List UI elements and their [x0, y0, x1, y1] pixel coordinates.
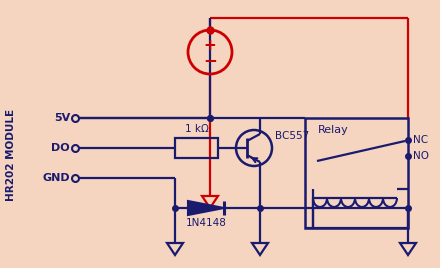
Text: GND: GND — [42, 173, 70, 183]
Text: NO: NO — [413, 151, 429, 161]
Bar — [305, 118, 408, 228]
Text: 1N4148: 1N4148 — [186, 218, 227, 228]
Text: DO: DO — [51, 143, 70, 153]
Text: Relay: Relay — [318, 125, 348, 135]
Polygon shape — [188, 201, 224, 215]
Text: HR202 MODULE: HR202 MODULE — [6, 109, 16, 201]
Text: +: + — [204, 38, 216, 53]
Bar — [175, 138, 218, 158]
Text: BC557: BC557 — [275, 131, 309, 141]
Text: 1 kΩ: 1 kΩ — [184, 124, 209, 134]
Text: −: − — [203, 51, 217, 69]
Text: 5V: 5V — [54, 113, 70, 123]
Text: NC: NC — [413, 135, 428, 145]
